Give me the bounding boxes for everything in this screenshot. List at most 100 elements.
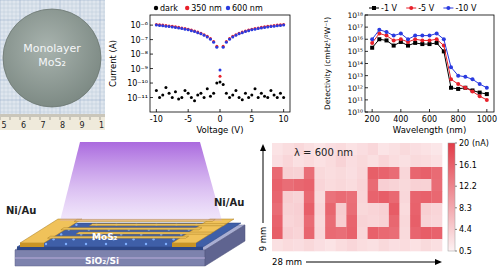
cell: [336, 179, 347, 191]
mos2-front: [17, 247, 203, 250]
cell: [283, 143, 294, 155]
data-point: [392, 38, 396, 42]
cell: [431, 155, 442, 167]
data-point: [222, 46, 225, 49]
data-point: [231, 36, 234, 39]
y-tick-label: 10⁻¹⁰: [127, 79, 148, 88]
ruler-tick: [92, 114, 93, 117]
cell: [325, 215, 336, 227]
ruler-tick: [16, 114, 17, 117]
data-point: [209, 38, 212, 41]
cell: [421, 239, 432, 251]
legend-label: dark: [160, 4, 178, 13]
data-point: [196, 93, 199, 96]
cell: [421, 227, 432, 239]
data-point: [168, 25, 171, 28]
cell: [336, 203, 347, 215]
data-point: [212, 41, 215, 44]
data-point: [206, 36, 209, 39]
cell: [400, 191, 411, 203]
ruler-tick: [78, 114, 79, 117]
cell: [315, 191, 326, 203]
data-point: [184, 27, 187, 30]
cell: [272, 215, 283, 227]
data-point: [257, 96, 260, 99]
data-point: [282, 96, 285, 99]
data-point: [279, 23, 282, 26]
x-tick: [220, 109, 221, 112]
cell: [378, 215, 389, 227]
ruler-tick: [32, 114, 33, 117]
data-point: [385, 38, 389, 42]
ruler-tick: [84, 114, 85, 117]
cell: [283, 215, 294, 227]
ruler-tick: [64, 114, 65, 117]
data-point: [435, 31, 439, 35]
cell: [293, 167, 304, 179]
data-point: [449, 86, 453, 90]
cell: [421, 203, 432, 215]
y-tick-label: 10¹⁷: [347, 23, 363, 32]
data-point: [273, 24, 276, 27]
data-point: [282, 23, 285, 26]
mos2-atom: [165, 243, 167, 245]
data-point: [215, 45, 218, 48]
cell: [336, 167, 347, 179]
ruler-tick: [2, 114, 3, 117]
cell: [421, 143, 432, 155]
cell: [368, 179, 379, 191]
cell: [389, 191, 400, 203]
ruler-tick: [60, 114, 61, 120]
data-point: [435, 37, 439, 41]
plot-frame: [365, 15, 494, 112]
y-axis-title: Detectivity (cmHz¹/²W⁻¹): [323, 17, 332, 110]
y-tick: [365, 39, 368, 40]
paper-line: [0, 112, 105, 113]
y-tick-label: 10¹²: [347, 84, 363, 93]
ruler-tick: [66, 114, 67, 117]
light-beam: [60, 142, 222, 221]
data-point: [241, 30, 244, 33]
cell: [272, 143, 283, 155]
ruler-tick: [68, 114, 69, 117]
cell: [283, 203, 294, 215]
y-arrow-head: [260, 144, 266, 151]
cell: [400, 167, 411, 179]
data-point: [180, 96, 183, 99]
ruler-tick: [80, 114, 81, 120]
x-tick-label: 5: [249, 115, 254, 124]
ruler-tick: [102, 114, 103, 117]
cell: [272, 155, 283, 167]
y-tick: [150, 54, 153, 55]
x-tick-label: 0: [217, 115, 222, 124]
data-point: [225, 92, 228, 95]
cell: [389, 203, 400, 215]
substrate-label: SiO₂/Si: [85, 256, 119, 266]
data-point: [212, 92, 215, 95]
cell: [315, 227, 326, 239]
data-point: [269, 25, 272, 28]
colorbar-tick: [455, 164, 457, 165]
data-point: [263, 25, 266, 28]
ruler-tick: [76, 114, 77, 117]
colorbar-tick: [455, 229, 457, 230]
y-tick: [365, 27, 368, 28]
y-tick: [365, 51, 368, 52]
cell: [421, 191, 432, 203]
cell: [283, 227, 294, 239]
ruler-tick: [90, 114, 91, 120]
cell: [400, 155, 411, 167]
cell: [378, 167, 389, 179]
data-point: [471, 77, 475, 81]
paper-line: [0, 0, 1, 114]
cell: [315, 179, 326, 191]
data-point: [266, 25, 269, 28]
colorbar: [448, 143, 455, 251]
y-tick: [150, 97, 153, 98]
cell: [431, 191, 442, 203]
cell: [389, 215, 400, 227]
ruler-tick: [28, 114, 29, 117]
data-point: [428, 34, 432, 38]
mos2-atom: [85, 243, 87, 245]
data-point: [171, 25, 174, 28]
